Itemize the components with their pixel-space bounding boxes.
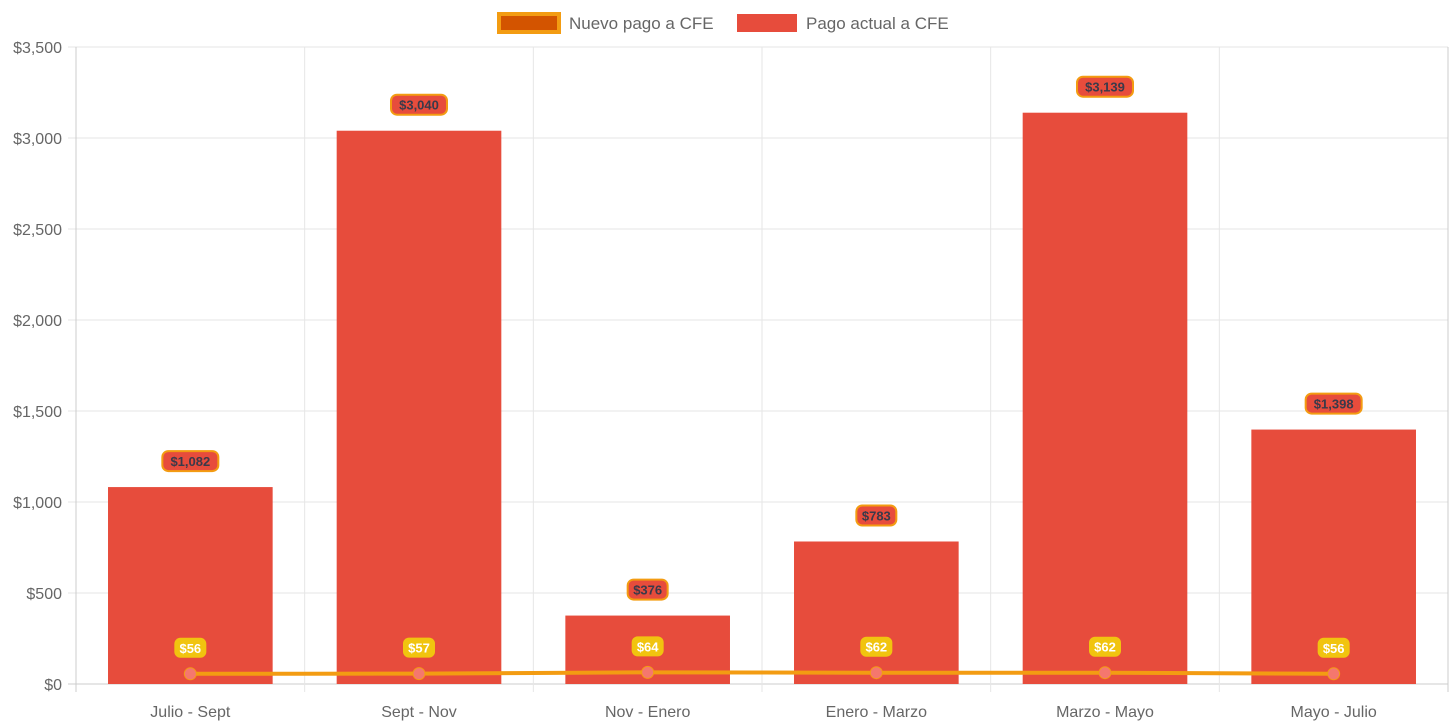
y-tick-label: $1,500 (13, 404, 62, 421)
x-tick-label: Nov - Enero (605, 704, 690, 721)
legend: Nuevo pago a CFE Pago actual a CFE (497, 12, 949, 34)
x-tick-label: Julio - Sept (150, 704, 231, 721)
bar-value-label: $376 (633, 583, 662, 598)
y-tick-label: $500 (26, 586, 62, 603)
grid-layer (68, 46, 1449, 692)
bar[interactable] (794, 541, 959, 684)
line-point[interactable] (1098, 666, 1112, 680)
legend-label-pago-actual: Pago actual a CFE (806, 14, 949, 33)
bar-value-label-bg (390, 93, 448, 116)
line-value-label-bg (174, 637, 207, 658)
x-tick-label: Mayo - Julio (1291, 704, 1377, 721)
line-point[interactable] (641, 665, 655, 679)
y-tick-label: $2,000 (13, 313, 62, 330)
bar[interactable] (1022, 112, 1188, 684)
line-value-label: $56 (179, 641, 201, 656)
legend-label-nuevo-pago: Nuevo pago a CFE (569, 14, 714, 33)
line-value-label: $62 (865, 640, 887, 655)
bar-value-label: $783 (862, 508, 891, 523)
label-layer: $1,082 $3,040 $376 $783 $3,139 $1,398 $56 $57 $6… (161, 75, 1363, 658)
legend-swatch-nuevo-pago (497, 12, 561, 34)
bar-value-label-bg (855, 504, 898, 527)
line-value-label: $56 (1323, 641, 1345, 656)
bar[interactable] (336, 130, 502, 685)
line-point[interactable] (1327, 667, 1341, 681)
axis-layer: $0 $500 $1,000 $1,500 $2,000 $2,500 $3,000 $3,5… (13, 40, 1377, 721)
line-value-label: $64 (637, 639, 659, 654)
legend-item-pago-actual[interactable]: Pago actual a CFE (737, 14, 949, 33)
bar-value-label-bg (1304, 392, 1363, 415)
bar-value-label: $1,398 (1314, 397, 1354, 412)
bar-layer (108, 112, 1416, 685)
bar-value-label-bg (626, 578, 669, 601)
line-value-label-bg (1089, 636, 1121, 657)
bar-value-label-bg (1076, 75, 1134, 98)
line-point[interactable] (412, 667, 426, 681)
bar-value-label: $3,040 (399, 98, 439, 113)
line-point[interactable] (869, 666, 883, 680)
x-tick-label: Enero - Marzo (826, 704, 927, 721)
y-tick-label: $3,500 (13, 40, 62, 57)
line-point[interactable] (183, 667, 197, 681)
legend-item-nuevo-pago[interactable]: Nuevo pago a CFE (497, 12, 714, 34)
line-value-label: $62 (1094, 640, 1116, 655)
y-tick-label: $3,000 (13, 131, 62, 148)
bar-value-label-bg (161, 450, 220, 473)
line-value-label-bg (860, 636, 893, 657)
line-value-label-bg (1317, 637, 1350, 658)
x-tick-label: Marzo - Mayo (1056, 704, 1154, 721)
y-tick-label: $2,500 (13, 222, 62, 239)
y-tick-label: $1,000 (13, 495, 62, 512)
line-series (190, 670, 1334, 676)
legend-swatch-pago-actual (737, 14, 797, 32)
y-tick-label: $0 (44, 677, 62, 694)
line-value-label-bg (403, 637, 435, 658)
x-tick-label: Sept - Nov (381, 704, 457, 721)
bar-value-label: $1,082 (170, 454, 210, 469)
line-value-label-bg (631, 636, 664, 657)
line-value-label: $57 (408, 641, 430, 656)
line-layer (183, 665, 1341, 681)
bar-value-label: $3,139 (1085, 80, 1125, 95)
